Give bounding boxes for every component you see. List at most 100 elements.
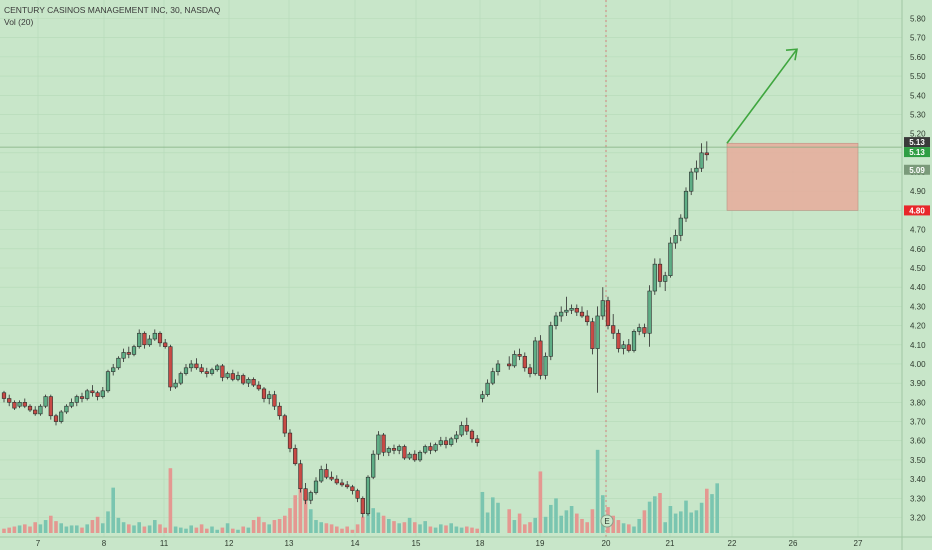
candle-body bbox=[329, 476, 334, 480]
volume-bar bbox=[517, 513, 522, 533]
candle-body bbox=[12, 402, 17, 409]
candle-body bbox=[38, 405, 43, 415]
y-tick-label: 4.60 bbox=[910, 245, 926, 254]
y-tick-label: 3.40 bbox=[910, 475, 926, 484]
candle-body bbox=[272, 394, 277, 407]
volume-bar bbox=[215, 529, 219, 533]
candle-body bbox=[220, 365, 225, 378]
candle-body bbox=[590, 321, 595, 349]
volume-bar bbox=[69, 525, 74, 533]
volume-bar bbox=[543, 516, 548, 533]
candle-body bbox=[53, 415, 59, 422]
volume-bar bbox=[49, 515, 53, 533]
drawings[interactable] bbox=[726, 48, 798, 144]
volume-bar bbox=[257, 516, 261, 533]
candle-body bbox=[704, 152, 709, 156]
candle-body bbox=[371, 453, 376, 478]
candle-body bbox=[417, 451, 423, 461]
candle-body bbox=[527, 367, 533, 374]
candle-body bbox=[22, 402, 27, 407]
volume-bar bbox=[433, 527, 438, 533]
candle-body bbox=[699, 152, 704, 169]
volume-bar bbox=[449, 523, 453, 533]
candle-body bbox=[59, 411, 64, 422]
volume-bar bbox=[507, 509, 511, 533]
candle-body bbox=[241, 375, 246, 384]
volume-bar bbox=[179, 527, 183, 533]
candle-body bbox=[183, 367, 189, 374]
candle-body bbox=[438, 440, 443, 445]
candle-body bbox=[27, 405, 33, 411]
volume-bar bbox=[246, 527, 251, 533]
candle-body bbox=[574, 308, 579, 313]
price-tag bbox=[904, 137, 930, 148]
volume-bar bbox=[621, 523, 626, 533]
volume-bar bbox=[184, 528, 188, 533]
volume-bar bbox=[647, 501, 652, 533]
candle-body bbox=[616, 332, 621, 349]
y-tick-label: 4.20 bbox=[910, 322, 926, 331]
volume-bar bbox=[303, 500, 308, 533]
volume-bar bbox=[7, 527, 11, 533]
volume-bar bbox=[679, 511, 683, 533]
candle-body bbox=[495, 363, 501, 372]
candle-body bbox=[152, 332, 157, 340]
time-axis[interactable]: 7 8 11 12 13 14 15 18 19 20 21 22 26 27 bbox=[0, 536, 932, 548]
symbol-title[interactable]: CENTURY CASINOS MANAGEMENT INC, 30, NASD… bbox=[4, 5, 221, 15]
volume-bar bbox=[241, 526, 245, 533]
volume-bar bbox=[116, 517, 121, 533]
candle-body bbox=[303, 488, 308, 501]
volume-bar bbox=[262, 522, 266, 533]
candle-body bbox=[533, 340, 538, 374]
y-tick-label: 4.30 bbox=[910, 302, 926, 311]
y-tick-label: 4.10 bbox=[910, 341, 926, 350]
volume-bar bbox=[528, 522, 532, 533]
candle-body bbox=[69, 402, 74, 407]
volume-bar bbox=[293, 495, 297, 533]
candle-body bbox=[407, 453, 412, 459]
volume-indicator-label[interactable]: Vol (20) bbox=[4, 17, 33, 27]
volume-bar bbox=[559, 515, 563, 533]
volume-bar bbox=[407, 517, 412, 533]
candle-body bbox=[298, 463, 303, 490]
grid bbox=[0, 0, 902, 537]
candle-body bbox=[579, 311, 585, 317]
candle-body bbox=[261, 388, 267, 399]
volume-bar bbox=[101, 523, 105, 533]
volume-bar bbox=[601, 495, 605, 533]
candle-body bbox=[402, 446, 407, 459]
candle-body bbox=[538, 340, 543, 376]
earnings-marker[interactable]: E bbox=[600, 514, 614, 528]
volume-bar bbox=[168, 468, 173, 533]
candle-body bbox=[397, 446, 402, 451]
volume-bar bbox=[533, 517, 537, 533]
candle-body bbox=[507, 363, 512, 367]
x-tick-label: 19 bbox=[536, 539, 545, 548]
volume-bar bbox=[575, 513, 579, 533]
candle-body bbox=[308, 492, 313, 501]
volume-bar bbox=[33, 522, 37, 533]
volume-bar bbox=[95, 516, 100, 533]
candle-body bbox=[215, 365, 220, 371]
y-tick-label: 3.20 bbox=[910, 514, 926, 523]
volume-bar bbox=[595, 449, 600, 533]
volume-bar bbox=[439, 524, 443, 533]
volume-bar bbox=[459, 527, 464, 533]
candle-body bbox=[235, 375, 241, 380]
candle-body bbox=[277, 405, 282, 417]
volume-bar bbox=[2, 528, 6, 533]
price-tag bbox=[904, 147, 930, 158]
volume-bar bbox=[85, 524, 89, 533]
candle-body bbox=[637, 327, 642, 332]
price-axis[interactable]: 3.20 3.30 3.40 3.50 3.60 3.70 3.80 3.90 4.00 4.10… bbox=[901, 0, 930, 550]
volume-bar bbox=[189, 525, 193, 533]
candle-body bbox=[475, 438, 480, 443]
candle-body bbox=[194, 363, 199, 369]
y-tick-label: 4.50 bbox=[910, 264, 926, 273]
volume-bar bbox=[173, 526, 178, 533]
candle-body bbox=[391, 448, 397, 451]
volume-bar bbox=[163, 527, 167, 533]
candle-body bbox=[459, 425, 464, 436]
x-tick-label: 8 bbox=[102, 539, 107, 548]
